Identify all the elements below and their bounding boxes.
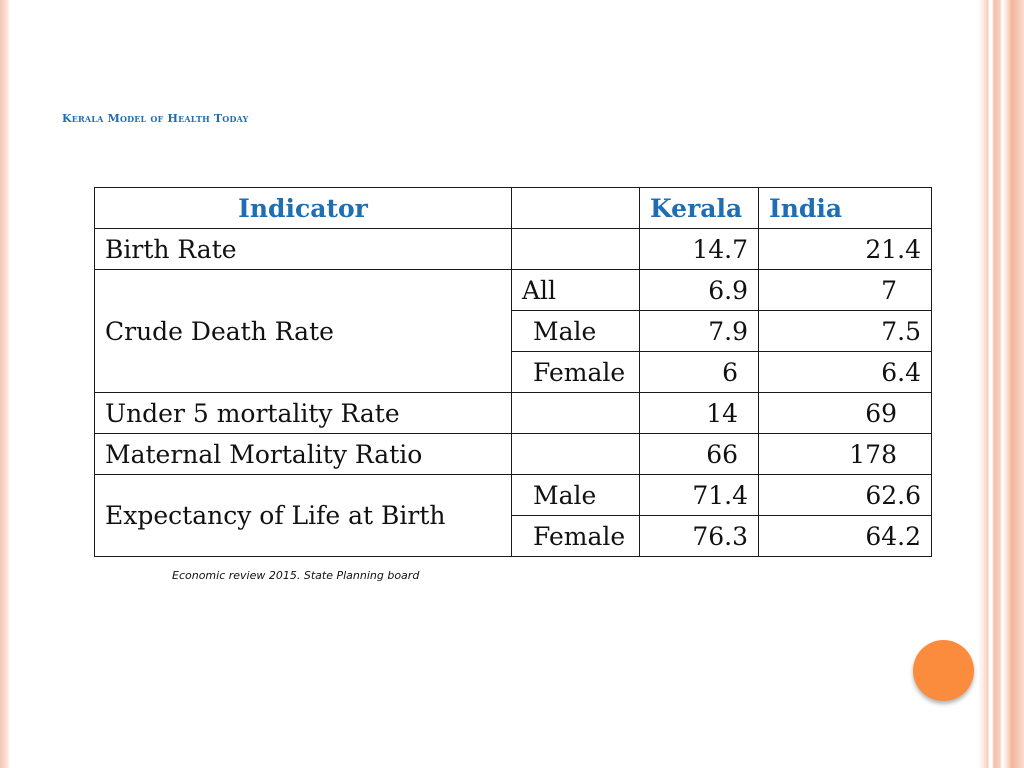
table-row: Female 76.3 64.2	[95, 515, 932, 557]
birth-rate-kerala: 14.7	[639, 228, 759, 270]
table-row: Birth Rate 14.7 21.4	[94, 228, 932, 270]
source-citation: Economic review 2015. State Planning boa…	[172, 569, 420, 582]
life-exp-male-kerala: 71.4	[639, 474, 759, 516]
crude-death-all-india: 7	[758, 269, 932, 311]
under5-sub	[511, 392, 640, 434]
crude-death-male-kerala: 7.9	[639, 310, 759, 352]
life-exp-female-kerala: 76.3	[639, 515, 759, 557]
maternal-india: 178	[758, 433, 932, 475]
life-exp-female-label: Female	[511, 515, 640, 557]
table-row: Male 7.9 7.5	[95, 310, 932, 352]
table-row: Crude Death Rate All 6.9 7	[94, 269, 932, 393]
life-exp-female-india: 64.2	[758, 515, 932, 557]
left-border-decoration	[0, 0, 10, 768]
table-row: Expectancy of Life at Birth Male 71.4 62…	[94, 474, 932, 557]
life-exp-male-label: Male	[511, 474, 640, 516]
birth-rate-india: 21.4	[758, 228, 932, 270]
crude-death-female-india: 6.4	[758, 351, 932, 393]
health-indicators-table: Indicator Kerala India Birth Rate 14.7 2…	[94, 187, 932, 557]
crude-death-female-label: Female	[511, 351, 640, 393]
header-kerala: Kerala	[639, 187, 759, 229]
under5-label: Under 5 mortality Rate	[94, 392, 512, 434]
crude-death-female-kerala: 6	[639, 351, 759, 393]
table-row: Maternal Mortality Ratio 66 178	[94, 433, 932, 475]
crude-death-all-label: All	[511, 269, 640, 311]
header-sub	[511, 187, 640, 229]
life-exp-male-india: 62.6	[758, 474, 932, 516]
crude-death-label: Crude Death Rate	[94, 269, 512, 393]
under5-india: 69	[758, 392, 932, 434]
maternal-kerala: 66	[639, 433, 759, 475]
crude-death-male-label: Male	[511, 310, 640, 352]
slide-title: Kerala Model of Health Today	[62, 112, 249, 125]
birth-rate-sub	[511, 228, 640, 270]
maternal-sub	[511, 433, 640, 475]
right-border-decoration	[978, 0, 1024, 768]
life-exp-label: Expectancy of Life at Birth	[94, 474, 512, 557]
under5-kerala: 14	[639, 392, 759, 434]
header-india: India	[758, 187, 932, 229]
orange-circle-decoration	[913, 640, 974, 701]
birth-rate-label: Birth Rate	[94, 228, 512, 270]
maternal-label: Maternal Mortality Ratio	[94, 433, 512, 475]
table-row: Under 5 mortality Rate 14 69	[94, 392, 932, 434]
crude-death-all-kerala: 6.9	[639, 269, 759, 311]
table-header-row: Indicator Kerala India	[94, 187, 932, 229]
header-indicator: Indicator	[94, 187, 512, 229]
crude-death-male-india: 7.5	[758, 310, 932, 352]
